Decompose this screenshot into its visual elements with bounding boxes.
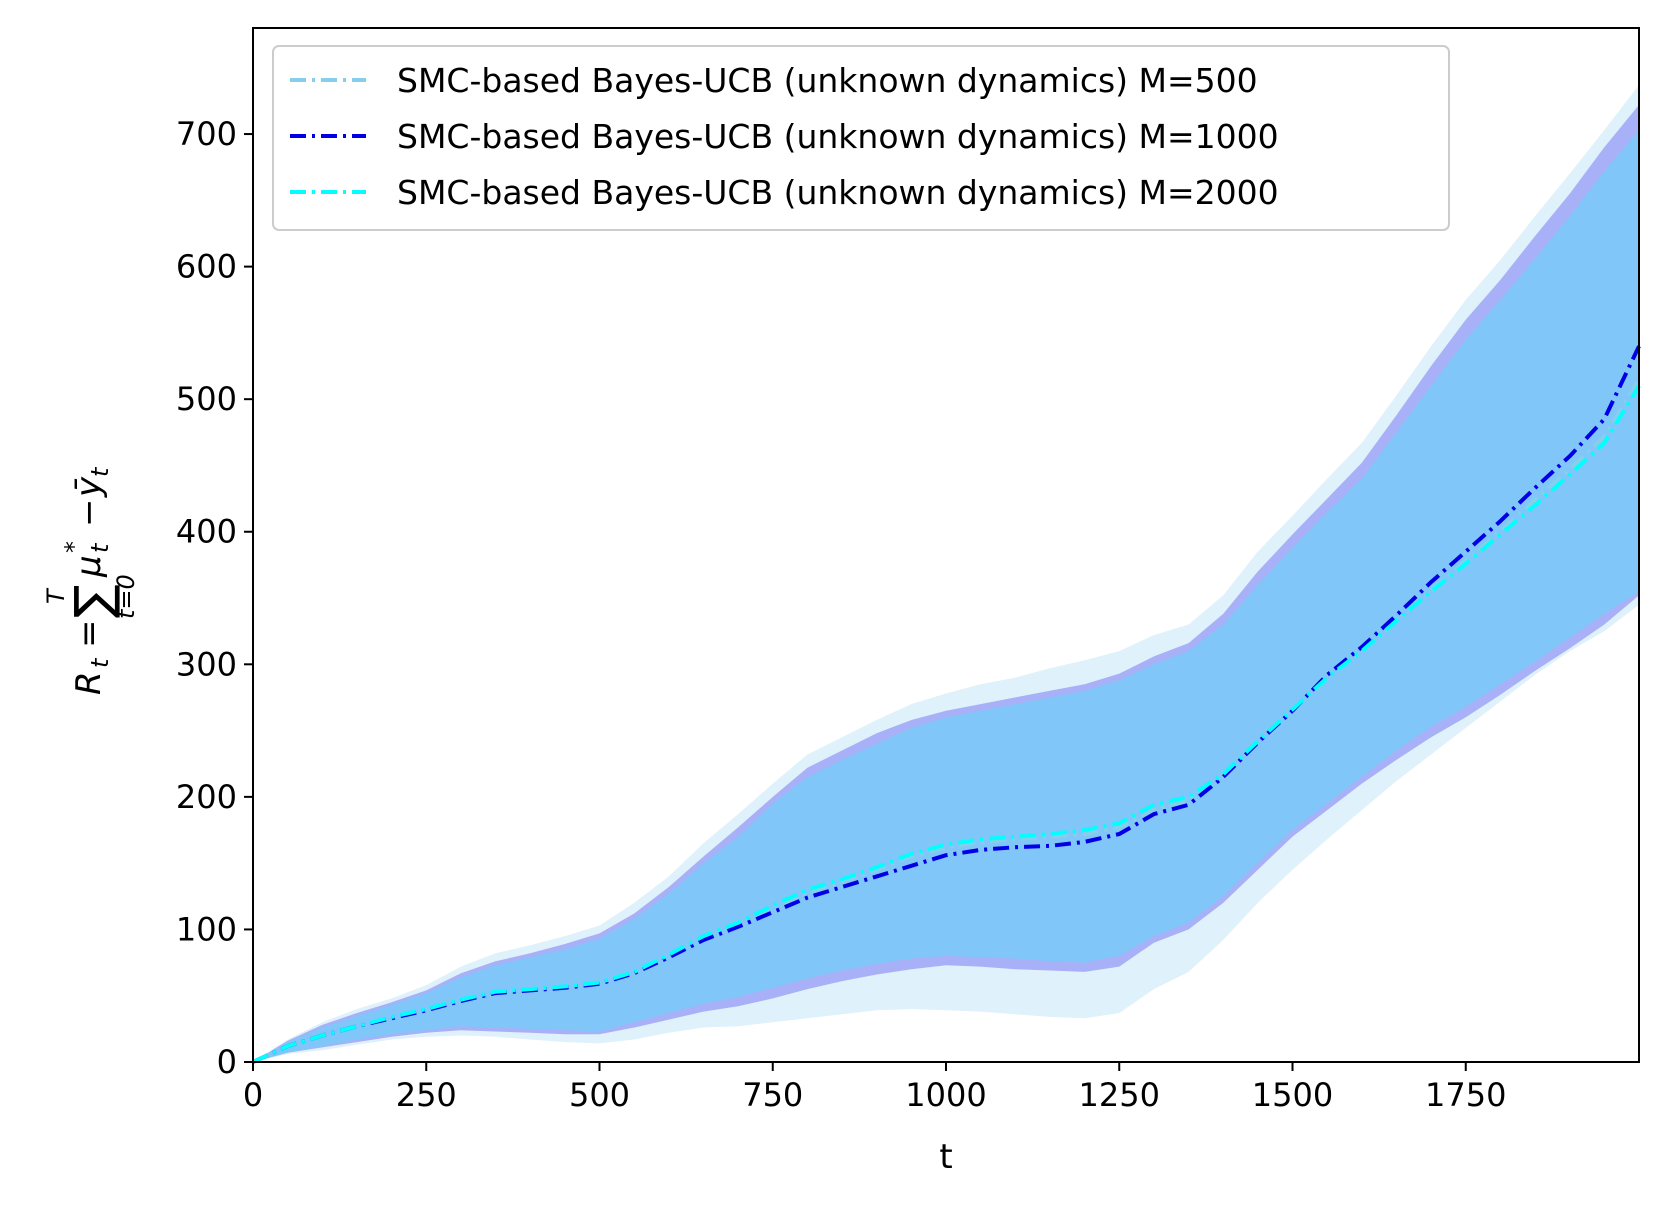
y-axis-ticks: 0 100 200 300 400 500 600 700: [176, 115, 253, 1081]
mean-lines: [252, 345, 1641, 1064]
y-tick-label: 700: [176, 115, 237, 153]
x-tick-label: 1000: [905, 1076, 986, 1114]
ylabel-minus: −: [69, 499, 109, 528]
y-tick-label: 400: [176, 513, 237, 551]
x-tick-label: 250: [396, 1076, 457, 1114]
y-tick-label: 500: [176, 380, 237, 418]
x-axis-ticks: 0 250 500 750 1000 1250 1500 1750: [243, 1062, 1506, 1114]
x-axis-label: t: [939, 1137, 952, 1177]
ylabel-sum-upper: T: [42, 587, 70, 604]
ylabel-term1: μ: [69, 555, 109, 578]
ylabel-term1-sup: *: [60, 541, 88, 553]
legend-label-1: SMC-based Bayes-UCB (unknown dynamics) M…: [397, 61, 1258, 100]
ylabel-eq: =: [69, 620, 109, 649]
legend-label-2: SMC-based Bayes-UCB (unknown dynamics) M…: [397, 117, 1279, 156]
x-tick-label: 750: [742, 1076, 803, 1114]
legend-box: [272, 45, 1450, 231]
ylabel-lhs: R: [69, 671, 109, 695]
y-axis-label: R t = ∑ T t=0 μ * t − ȳ t: [42, 466, 140, 695]
y-tick-label: 300: [176, 645, 237, 683]
confidence-bands: [253, 85, 1639, 1063]
ylabel-term1-sub: t: [86, 542, 114, 553]
ylabel-term2-sub: t: [86, 466, 114, 477]
y-tick-label: 0: [217, 1043, 237, 1081]
y-tick-label: 200: [176, 778, 237, 816]
x-tick-label: 1500: [1252, 1076, 1333, 1114]
legend: SMC-based Bayes-UCB (unknown dynamics) M…: [272, 45, 1450, 231]
ylabel-sum-symbol: ∑: [64, 584, 122, 618]
ylabel-lhs-sub: t: [86, 657, 114, 668]
x-tick-label: 500: [569, 1076, 630, 1114]
x-tick-label: 0: [243, 1076, 263, 1114]
band-series-3: [253, 130, 1639, 1063]
x-tick-label: 1750: [1425, 1076, 1506, 1114]
ylabel-term2: ȳ: [69, 476, 109, 498]
y-tick-label: 600: [176, 248, 237, 286]
ylabel-sum-lower: t=0: [112, 574, 140, 619]
x-tick-label: 1250: [1079, 1076, 1160, 1114]
legend-label-3: SMC-based Bayes-UCB (unknown dynamics) M…: [397, 173, 1279, 212]
line-series-3: [252, 384, 1641, 1064]
y-tick-label: 100: [176, 910, 237, 948]
